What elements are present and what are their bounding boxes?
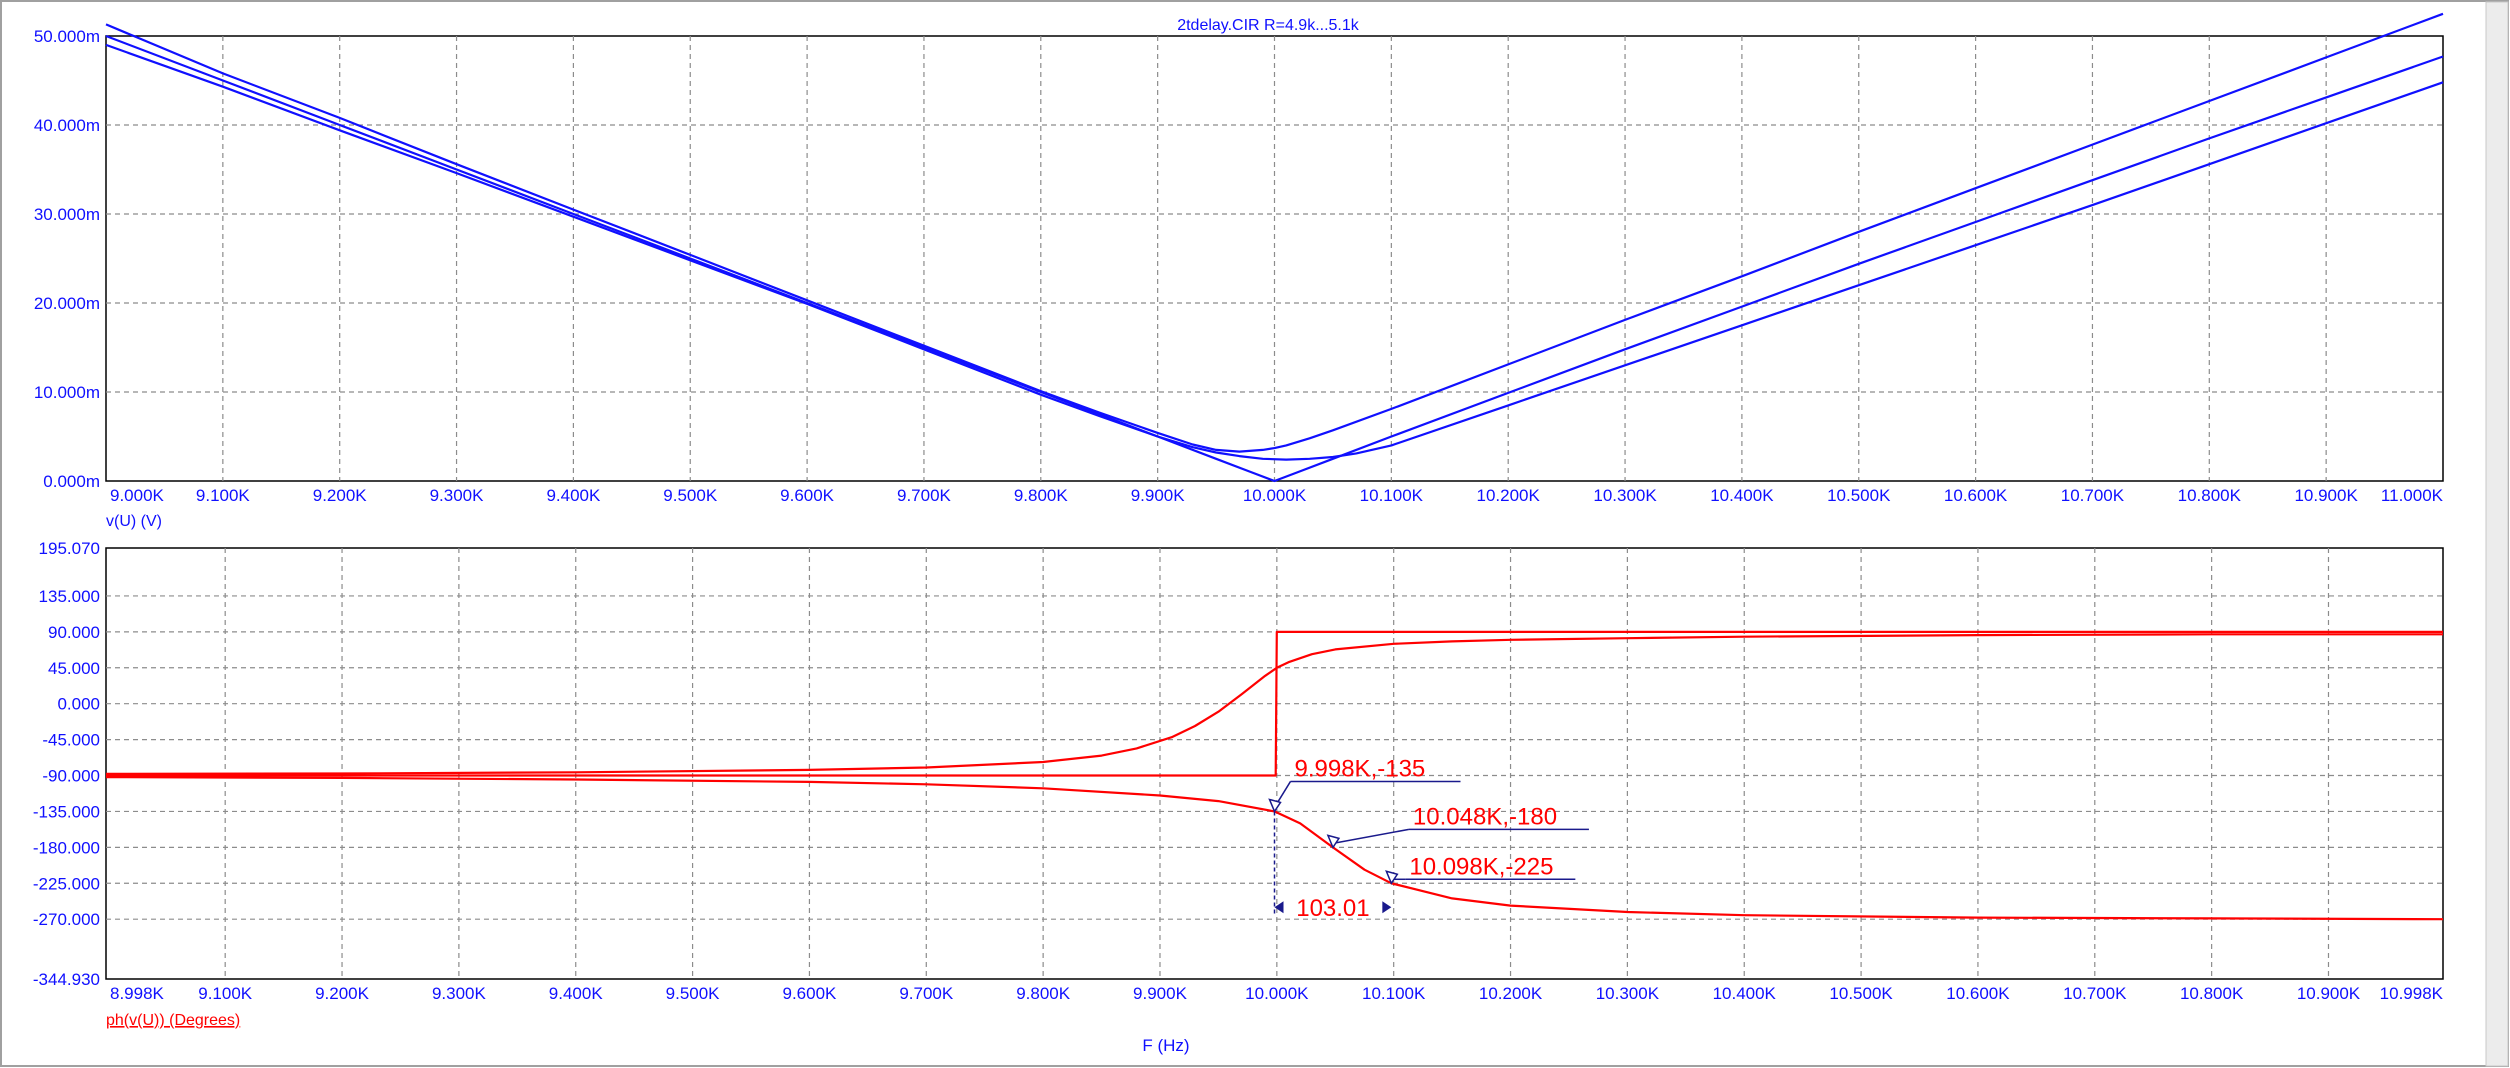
x-axis-label: F (Hz) <box>1142 1036 1189 1055</box>
y-tick-label: -90.000 <box>42 767 100 786</box>
x-tick-label: 9.200K <box>313 486 368 505</box>
series-line-2 <box>105 34 2444 483</box>
y-tick-label: -180.000 <box>33 838 100 857</box>
x-tick-label: 10.000K <box>1243 486 1307 505</box>
x-tick-label: 10.700K <box>2063 984 2127 1003</box>
series-line-1 <box>105 12 2444 453</box>
x-tick-label: 9.400K <box>546 486 601 505</box>
y-tick-label: 195.070 <box>39 539 100 558</box>
y-tick-label: 0.000 <box>57 695 100 714</box>
bottom-ylabel: ph(v(U)) (Degrees) <box>106 1012 240 1029</box>
x-tick-label: 10.400K <box>1713 984 1777 1003</box>
x-tick-label: 9.100K <box>198 984 253 1003</box>
x-tick-label: 10.900K <box>2294 486 2358 505</box>
plot-frame <box>105 547 2444 980</box>
y-tick-label: 90.000 <box>48 623 100 642</box>
x-tick-label: 10.200K <box>1477 486 1541 505</box>
x-tick-label: 9.600K <box>782 984 837 1003</box>
x-tick-label: 10.100K <box>1362 984 1426 1003</box>
marker-arrow <box>1326 834 1341 849</box>
y-tick-label: -45.000 <box>42 731 100 750</box>
x-tick-label: 10.000K <box>1245 984 1309 1003</box>
voltage-plot: 9.000K 9.100K 9.200K 9.300K 9.400K 9.500K 9.60… <box>34 12 2444 505</box>
y-tick-label: -344.930 <box>33 970 100 989</box>
marker-label: 10.098K,-225 <box>1409 853 1553 880</box>
y-tick-label: 45.000 <box>48 659 100 678</box>
y-tick-label: 30.000m <box>34 205 100 224</box>
marker-arrow <box>1385 870 1399 885</box>
top-ylabel: v(U) (V) <box>106 513 162 530</box>
x-tick-label: 8.998K <box>110 984 165 1003</box>
delta-arrow-right <box>1382 901 1392 914</box>
y-tick-label: 135.000 <box>39 587 100 606</box>
x-tick-label: 10.300K <box>1593 486 1657 505</box>
x-tick-label: 10.400K <box>1710 486 1774 505</box>
x-tick-label: 9.700K <box>897 486 952 505</box>
x-tick-label: 10.800K <box>2178 486 2242 505</box>
y-tick-label: -270.000 <box>33 910 100 929</box>
x-tick-label: 10.600K <box>1946 984 2010 1003</box>
x-tick-label: 9.500K <box>663 486 718 505</box>
y-tick-label: -225.000 <box>33 874 100 893</box>
phase-plot: 8.998K 9.100K 9.200K 9.300K 9.400K 9.500K 9.60… <box>33 539 2444 1003</box>
scrollbar-strip[interactable] <box>2485 1 2509 1067</box>
x-tick-label: 10.200K <box>1479 984 1543 1003</box>
x-tick-label: 11.000K <box>2381 486 2444 505</box>
series-line-3 <box>105 43 2444 461</box>
delta-label: 103.01 <box>1296 895 1369 922</box>
x-tick-label: 9.800K <box>1016 984 1071 1003</box>
series-line-2 <box>106 630 2443 777</box>
x-tick-label: 9.000K <box>110 486 165 505</box>
x-tick-label: 9.100K <box>196 486 251 505</box>
x-tick-label: 10.700K <box>2061 486 2125 505</box>
y-tick-label: 0.000m <box>43 472 100 491</box>
x-tick-label: 9.700K <box>899 984 954 1003</box>
x-tick-label: 10.300K <box>1596 984 1660 1003</box>
y-tick-label: 50.000m <box>34 27 100 46</box>
x-tick-label: 10.900K <box>2297 984 2361 1003</box>
x-tick-label: 9.500K <box>666 984 721 1003</box>
x-tick-label: 9.900K <box>1133 984 1188 1003</box>
y-tick-label: -135.000 <box>33 802 100 821</box>
series-line-3 <box>105 775 2444 921</box>
x-tick-label: 9.600K <box>780 486 835 505</box>
x-tick-label: 9.900K <box>1131 486 1186 505</box>
marker-label: 10.048K,-180 <box>1413 803 1557 830</box>
x-tick-label: 10.500K <box>1827 486 1891 505</box>
marker-arrow <box>1268 798 1282 814</box>
marker-leader <box>1332 828 1410 845</box>
delta-arrow-left <box>1274 901 1284 914</box>
x-tick-label: 10.600K <box>1944 486 2008 505</box>
x-tick-label: 9.300K <box>430 486 485 505</box>
y-tick-label: 40.000m <box>34 116 100 135</box>
x-tick-label: 10.800K <box>2180 984 2244 1003</box>
window-title: 2tdelay.CIR R=4.9k...5.1k <box>1177 17 1360 34</box>
x-tick-label: 9.300K <box>432 984 487 1003</box>
x-tick-label: 10.500K <box>1829 984 1893 1003</box>
x-tick-label: 10.100K <box>1360 486 1424 505</box>
y-tick-label: 10.000m <box>34 383 100 402</box>
x-tick-label: 10.998K <box>2380 984 2444 1003</box>
x-tick-label: 9.800K <box>1014 486 1069 505</box>
marker-label: 9.998K,-135 <box>1295 755 1426 782</box>
series-line-1 <box>105 633 2443 776</box>
x-tick-label: 9.400K <box>549 984 604 1003</box>
y-tick-label: 20.000m <box>34 294 100 313</box>
x-tick-label: 9.200K <box>315 984 370 1003</box>
